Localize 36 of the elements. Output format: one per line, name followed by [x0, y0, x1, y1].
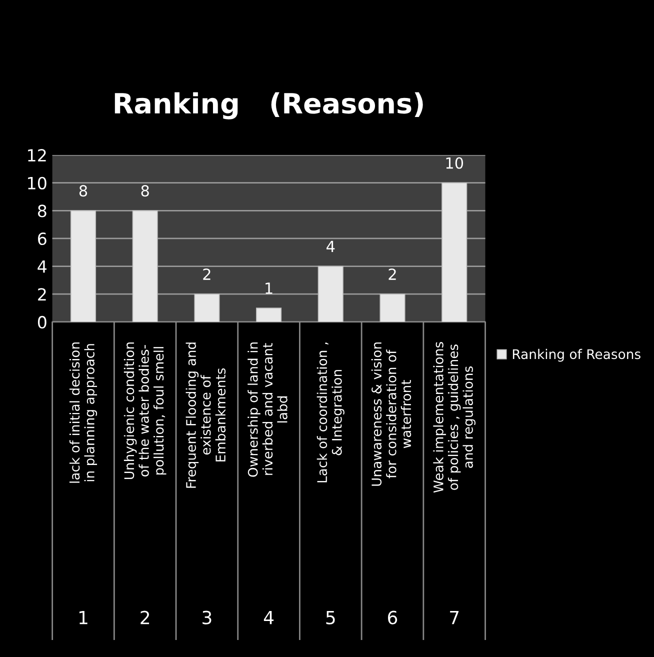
text: 3 — [202, 610, 212, 624]
text: 1 — [79, 610, 88, 624]
y-tick-label: 10 — [28, 176, 46, 190]
x-tick-label: Weak implementations of policies , guidelines and regulations — [433, 342, 476, 493]
bar — [194, 294, 220, 322]
text: 5 — [326, 610, 335, 624]
legend-label: Ranking of Reasons — [512, 348, 640, 362]
bar — [70, 210, 96, 322]
y-tick-label: 6 — [38, 232, 46, 246]
data-label: 2 — [203, 268, 210, 280]
x-tick-label: Ownership of land in riverbed and vacant labd — [248, 342, 288, 477]
text: 7 — [450, 610, 459, 624]
text: 4 — [264, 610, 274, 624]
x-tick-label: Unhygienic condition of the water bodies- pollution, foul smell — [124, 342, 166, 480]
bar — [256, 308, 282, 322]
x-tick-label: Frequent Flooding and existence of Embankments — [186, 342, 226, 488]
chart-title: Ranking (Reasons) — [114, 92, 423, 120]
bar — [380, 294, 406, 322]
data-label: 8 — [141, 185, 149, 197]
y-tick-label: 0 — [38, 316, 46, 328]
text: 2 — [140, 610, 150, 624]
bar — [442, 182, 468, 322]
x-tick-label: Unawareness & vision for consideration of waterfront — [371, 342, 412, 486]
y-tick-label: 12 — [28, 149, 46, 162]
data-label: 4 — [326, 240, 335, 252]
data-label: 1 — [266, 282, 272, 294]
data-label: 2 — [388, 268, 396, 280]
data-label: 8 — [79, 185, 88, 197]
text: 6 — [388, 610, 398, 624]
y-tick-label: 8 — [38, 204, 46, 218]
bar — [132, 210, 158, 322]
bar — [318, 266, 344, 322]
data-label: 10 — [446, 157, 464, 169]
x-tick-label: lack of initial decision in planning approach — [69, 342, 98, 483]
y-tick-label: 2 — [38, 288, 46, 300]
y-tick-label: 4 — [38, 260, 47, 273]
